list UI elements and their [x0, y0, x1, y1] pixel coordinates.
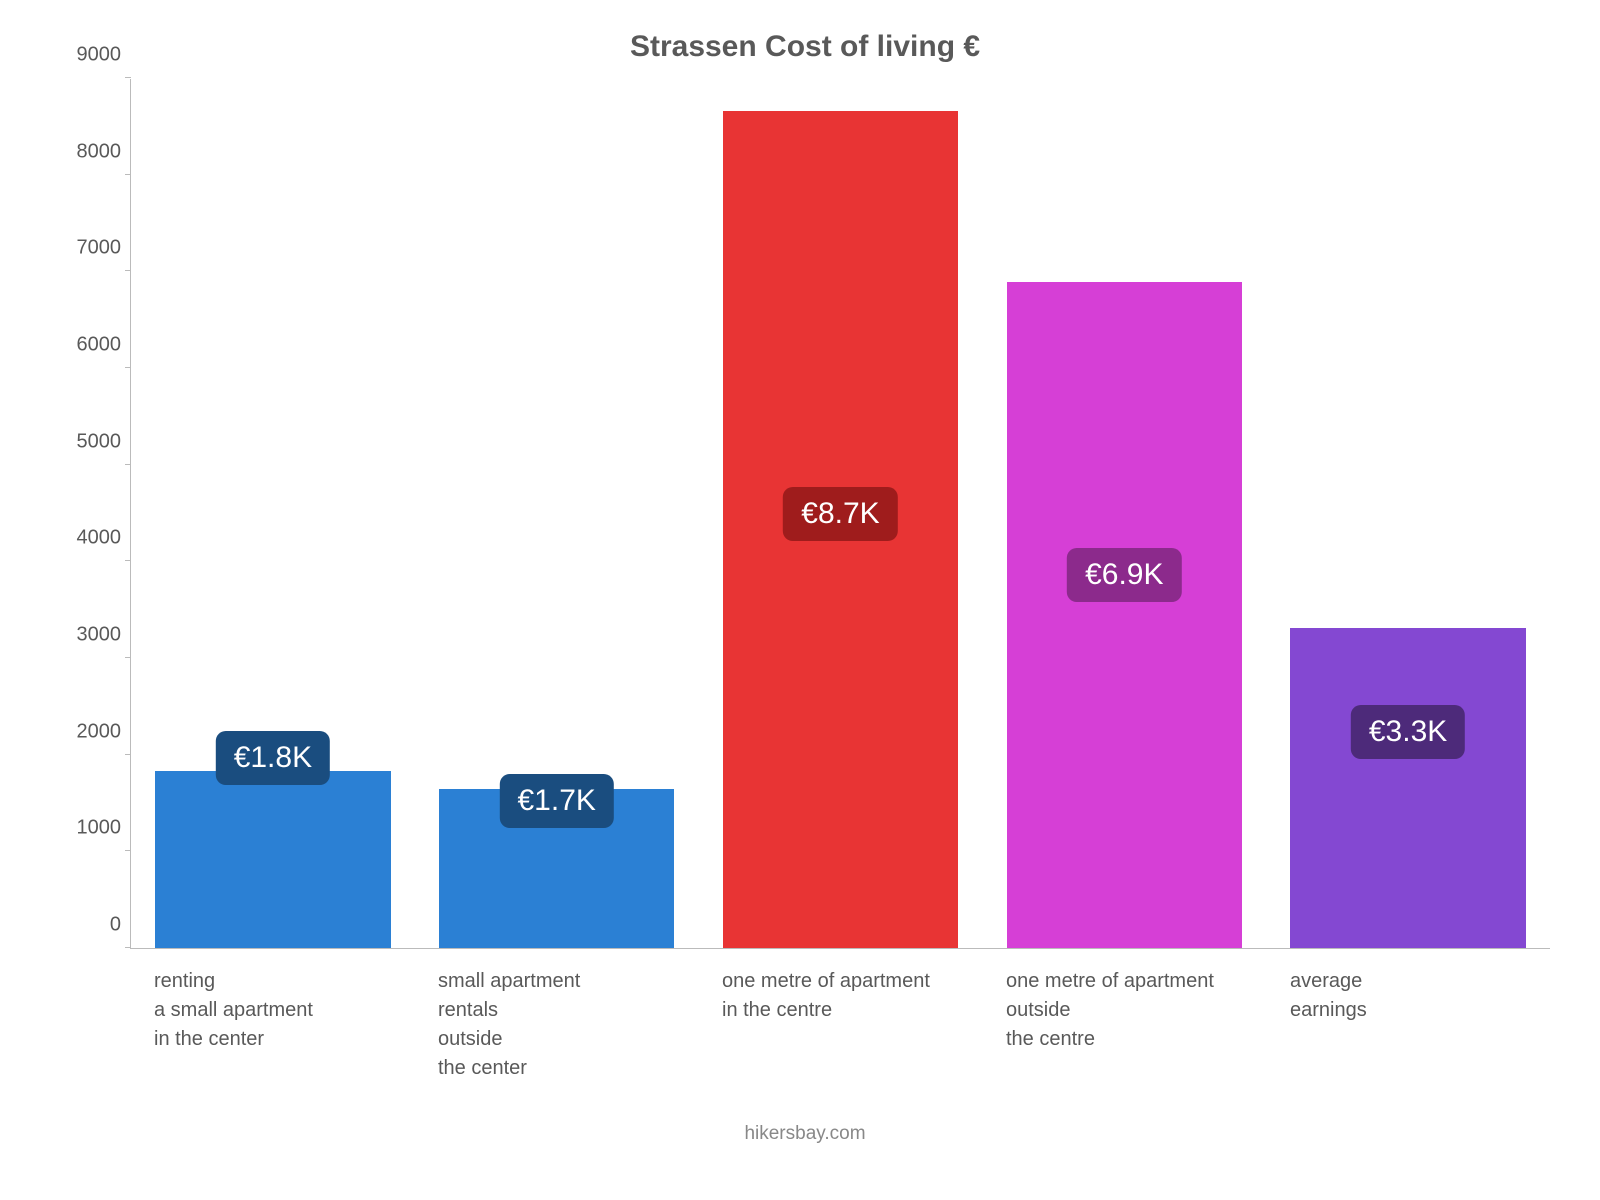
bar-value-badge: €8.7K — [783, 487, 897, 541]
y-tick-mark — [125, 77, 131, 78]
x-axis-category-label: small apartment rentals outside the cent… — [438, 967, 688, 1083]
x-axis-category-label: average earnings — [1290, 967, 1540, 1025]
bar-slot: €8.7K — [699, 79, 983, 948]
bar-slot: €6.9K — [982, 79, 1266, 948]
y-tick-mark — [125, 174, 131, 175]
y-tick-label: 1000 — [61, 817, 121, 840]
y-tick-mark — [125, 560, 131, 561]
y-tick-label: 9000 — [61, 44, 121, 67]
x-axis-category-label: one metre of apartment outside the centr… — [1006, 967, 1256, 1054]
y-tick-mark — [125, 464, 131, 465]
x-label-slot: one metre of apartment in the centre — [698, 967, 982, 1083]
x-axis-category-label: renting a small apartment in the center — [154, 967, 404, 1054]
y-tick-mark — [125, 947, 131, 948]
y-tick-label: 2000 — [61, 720, 121, 743]
y-tick-label: 4000 — [61, 527, 121, 550]
bar-value-badge: €3.3K — [1351, 705, 1465, 759]
bar — [155, 771, 391, 948]
y-tick-label: 0 — [61, 914, 121, 937]
bars-row: €1.8K €1.7K €8.7K €6.9K €3.3K — [131, 79, 1550, 948]
chart-container: Strassen Cost of living € €1.8K €1.7K €8.7… — [60, 30, 1550, 1130]
x-axis-labels: renting a small apartment in the center s… — [130, 967, 1550, 1083]
chart-title: Strassen Cost of living € — [60, 30, 1550, 64]
bar — [1290, 628, 1526, 948]
x-label-slot: one metre of apartment outside the centr… — [982, 967, 1266, 1083]
bar — [1007, 282, 1243, 948]
bar-value-badge: €1.7K — [499, 774, 613, 828]
y-tick-mark — [125, 657, 131, 658]
footer-credit: hikersbay.com — [60, 1123, 1550, 1145]
x-label-slot: small apartment rentals outside the cent… — [414, 967, 698, 1083]
y-tick-mark — [125, 270, 131, 271]
x-label-slot: renting a small apartment in the center — [130, 967, 414, 1083]
y-tick-label: 5000 — [61, 430, 121, 453]
y-tick-label: 8000 — [61, 140, 121, 163]
bar-slot: €3.3K — [1266, 79, 1550, 948]
bar-value-badge: €1.8K — [216, 731, 330, 785]
y-tick-label: 6000 — [61, 334, 121, 357]
bar-slot: €1.7K — [415, 79, 699, 948]
y-tick-mark — [125, 367, 131, 368]
x-label-slot: average earnings — [1266, 967, 1550, 1083]
y-tick-mark — [125, 850, 131, 851]
y-tick-mark — [125, 754, 131, 755]
bar-slot: €1.8K — [131, 79, 415, 948]
plot-area: €1.8K€1.7K€8.7K€6.9K€3.3K 01000200030004… — [130, 79, 1550, 949]
y-tick-label: 3000 — [61, 624, 121, 647]
bar-value-badge: €6.9K — [1067, 548, 1181, 602]
x-axis-category-label: one metre of apartment in the centre — [722, 967, 972, 1025]
y-tick-label: 7000 — [61, 237, 121, 260]
